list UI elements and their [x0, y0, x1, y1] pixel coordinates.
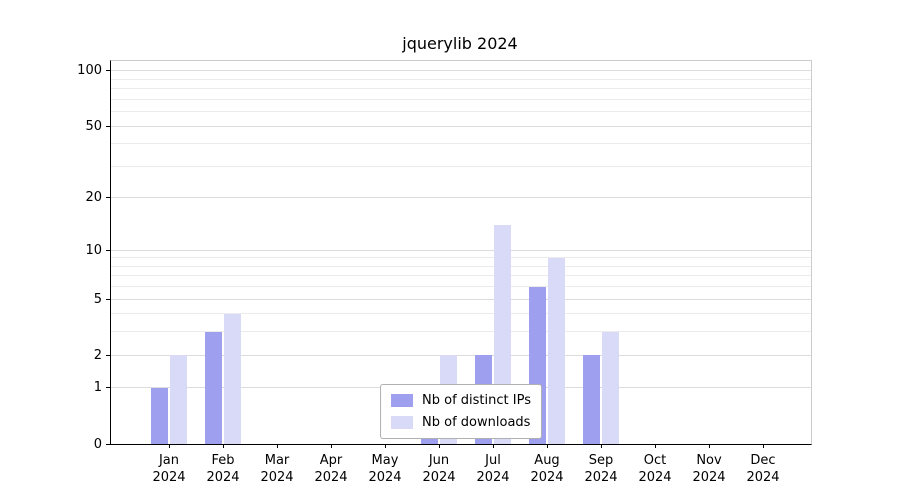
- gridline-major: [111, 354, 811, 356]
- gridline-major: [111, 70, 811, 72]
- x-tick-label: Dec 2024: [746, 453, 780, 485]
- legend-item: Nb of downloads: [391, 415, 531, 430]
- gridline-major: [111, 249, 811, 251]
- legend-label: Nb of downloads: [422, 415, 531, 430]
- y-tick-label: 100: [77, 63, 102, 79]
- y-tick-mark: [106, 249, 111, 251]
- gridline-major: [111, 125, 811, 127]
- y-tick-label: 50: [85, 118, 102, 134]
- gridline-minor: [111, 98, 811, 100]
- y-tick-mark: [106, 443, 111, 445]
- y-tick-mark: [106, 125, 111, 127]
- x-tick-mark: [600, 444, 602, 448]
- bar-downloads: [170, 355, 187, 444]
- x-tick-label: Nov 2024: [692, 453, 726, 485]
- x-tick-label: Aug 2024: [530, 453, 564, 485]
- gridline-minor: [111, 257, 811, 259]
- x-tick-mark: [546, 444, 548, 448]
- x-tick-mark: [168, 444, 170, 448]
- x-tick-label: Jul 2024: [476, 453, 510, 485]
- gridline-minor: [111, 78, 811, 80]
- x-tick-mark: [492, 444, 494, 448]
- y-tick-label: 2: [93, 347, 102, 363]
- chart-title: jquerylib 2024: [402, 34, 518, 53]
- legend-swatch: [391, 394, 414, 407]
- x-tick-label: Sep 2024: [584, 453, 618, 485]
- gridline-minor: [111, 111, 811, 113]
- x-tick-mark: [762, 444, 764, 448]
- gridline-minor: [111, 286, 811, 288]
- gridline-minor: [111, 275, 811, 277]
- plot-area: 0 1 2 5 10 20 50 100 Jan 2024 Feb 2024 Mar 2024 Apr 202…: [77, 60, 812, 485]
- y-tick-mark: [106, 387, 111, 389]
- gridline-minor: [111, 313, 811, 315]
- bar-downloads: [602, 331, 619, 444]
- bar-downloads: [548, 257, 565, 444]
- bar-distinct-ips: [583, 355, 600, 444]
- x-tick-label: Feb 2024: [206, 453, 240, 485]
- x-tick-label: Mar 2024: [260, 453, 294, 485]
- x-tick-label: Jun 2024: [422, 453, 456, 485]
- bar-distinct-ips: [151, 387, 168, 444]
- x-tick-label: Jan 2024: [152, 453, 186, 485]
- gridline-minor: [111, 143, 811, 145]
- y-tick-label: 0: [93, 436, 102, 452]
- legend-swatch: [391, 416, 414, 429]
- y-tick-label: 5: [93, 291, 102, 307]
- x-tick-mark: [438, 444, 440, 448]
- bar-distinct-ips: [205, 331, 222, 444]
- legend-label: Nb of distinct IPs: [422, 393, 531, 408]
- gridline-minor: [111, 165, 811, 167]
- gridline-minor: [111, 331, 811, 333]
- x-tick-mark: [276, 444, 278, 448]
- x-tick-mark: [384, 444, 386, 448]
- bar-downloads: [224, 313, 241, 444]
- y-tick-label: 1: [93, 380, 102, 396]
- y-tick-mark: [106, 298, 111, 300]
- x-tick-mark: [708, 444, 710, 448]
- gridline-major: [111, 298, 811, 300]
- gridline-minor: [111, 88, 811, 90]
- x-tick-mark: [654, 444, 656, 448]
- y-tick-mark: [106, 70, 111, 72]
- gridline-minor: [111, 265, 811, 267]
- x-tick-mark: [330, 444, 332, 448]
- y-tick-mark: [106, 197, 111, 199]
- y-tick-mark: [106, 354, 111, 356]
- legend-item: Nb of distinct IPs: [391, 393, 531, 408]
- x-tick-label: Oct 2024: [638, 453, 672, 485]
- gridline-major: [111, 197, 811, 199]
- x-tick-mark: [222, 444, 224, 448]
- x-tick-label: May 2024: [368, 453, 402, 485]
- y-tick-label: 20: [85, 190, 102, 206]
- y-tick-label: 10: [85, 242, 102, 258]
- legend: Nb of distinct IPs Nb of downloads: [380, 384, 542, 439]
- x-tick-label: Apr 2024: [314, 453, 348, 485]
